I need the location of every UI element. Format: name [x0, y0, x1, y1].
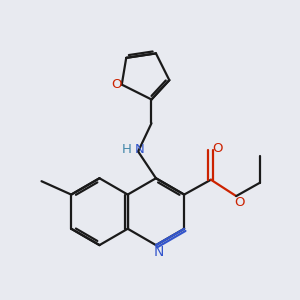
- Text: O: O: [234, 196, 244, 209]
- Text: O: O: [111, 78, 122, 91]
- Text: N: N: [135, 142, 145, 156]
- Text: N: N: [153, 245, 164, 259]
- Text: H: H: [122, 142, 132, 156]
- Text: O: O: [212, 142, 223, 155]
